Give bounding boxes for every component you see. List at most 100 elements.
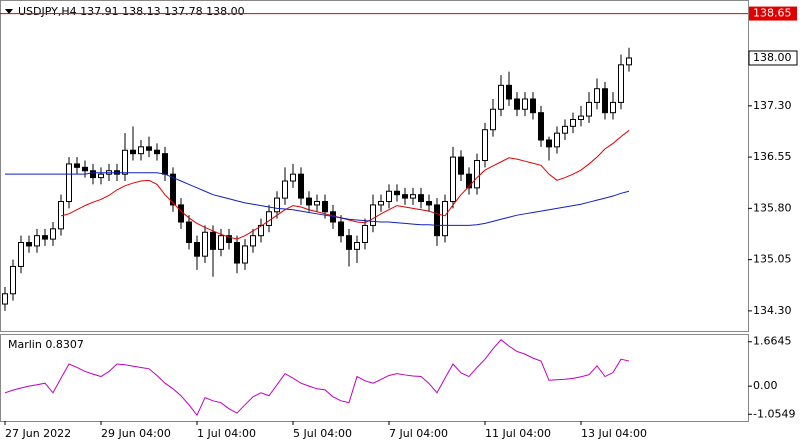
candle-body (122, 149, 128, 175)
candle-body (306, 197, 312, 206)
indicator-title: Marlin 0.8307 (8, 338, 84, 351)
candle-body (474, 160, 480, 189)
candle-body (298, 173, 304, 199)
candle-body (554, 132, 560, 148)
candle-body (250, 235, 256, 247)
candle-body (314, 201, 320, 206)
candle-body (138, 146, 144, 155)
candle-body (482, 129, 488, 162)
candle-body (50, 228, 56, 240)
candle-body (386, 190, 392, 203)
candle-body (170, 173, 176, 206)
x-tick-label: 5 Jul 04:00 (293, 427, 352, 440)
candle-body (10, 265, 16, 295)
candle-body (618, 64, 624, 103)
candle-body (130, 149, 136, 155)
x-tick-label: 27 Jun 2022 (5, 427, 71, 440)
candle-body (522, 98, 528, 110)
candle-body (490, 108, 496, 131)
candle-body (234, 242, 240, 264)
candle-body (410, 194, 416, 199)
x-tick-label: 13 Jul 04:00 (581, 427, 647, 440)
y-tick-label: 136.55 (753, 150, 792, 163)
candle-body (370, 204, 376, 226)
candle-body (434, 204, 440, 237)
candle-body (402, 194, 408, 199)
candle-body (514, 98, 520, 110)
candle-body (362, 224, 368, 244)
candle-body (338, 221, 344, 237)
candle-body (18, 242, 24, 267)
candle-body (282, 180, 288, 199)
candle-body (266, 211, 272, 226)
candle-body (74, 163, 80, 168)
candle-body (274, 197, 280, 213)
candle-body (442, 201, 448, 237)
candle-body (154, 149, 160, 155)
level-label-box (749, 6, 797, 21)
candle-body (194, 242, 200, 257)
candle-body (466, 173, 472, 189)
y-tick-label: 1.6645 (753, 335, 792, 348)
candle-body (626, 57, 632, 66)
candle-body (218, 235, 224, 250)
candle-body (186, 221, 192, 244)
candle-body (426, 201, 432, 206)
candle-body (146, 146, 152, 151)
line-series (4, 339, 630, 417)
candle-body (34, 235, 40, 247)
candle-body (82, 166, 88, 172)
candle-body (90, 170, 96, 179)
level-label: 138.65 (753, 7, 792, 20)
candle-body (202, 231, 208, 257)
candle-body (570, 119, 576, 127)
candle-body (66, 163, 72, 203)
y-tick-label: 134.30 (753, 304, 792, 317)
x-tick-label: 1 Jul 04:00 (197, 427, 256, 440)
candle-body (226, 235, 232, 244)
y-tick-label: 137.30 (753, 99, 792, 112)
candle-body (258, 224, 264, 237)
candle-body (98, 173, 104, 179)
candle-body (290, 173, 296, 182)
candle-body (394, 190, 400, 196)
price-label: 138.00 (753, 51, 792, 64)
candle-body (498, 84, 504, 110)
candle-body (562, 125, 568, 134)
y-tick-label: -1.0549 (753, 407, 795, 420)
x-tick-label: 11 Jul 04:00 (485, 427, 551, 440)
candle-body (26, 242, 32, 247)
candle-body (42, 235, 48, 240)
candle-body (506, 84, 512, 100)
candle-body (602, 88, 608, 114)
candle-body (546, 139, 552, 148)
candle-body (346, 235, 352, 250)
chart-title: USDJPY,H4 137.91 138.13 137.78 138.00 (18, 5, 245, 18)
candle-body (2, 293, 8, 305)
price-label-box (748, 50, 798, 66)
candle-body (178, 204, 184, 223)
candle-body (210, 231, 216, 250)
candle-body (530, 98, 536, 114)
x-tick-label: 7 Jul 04:00 (389, 427, 448, 440)
candle-body (610, 101, 616, 114)
candle-body (578, 115, 584, 121)
y-tick-label: 0.00 (753, 379, 778, 392)
candle-body (586, 101, 592, 117)
line-series (5, 172, 630, 226)
candle-body (418, 194, 424, 203)
y-tick-label: 135.05 (753, 253, 792, 266)
candle-body (162, 153, 168, 175)
candle-body (242, 245, 248, 264)
indicator-pane (0, 334, 749, 422)
candle-body (458, 156, 464, 175)
candle-body (538, 112, 544, 141)
candle-body (594, 88, 600, 103)
main-pane (0, 0, 749, 332)
x-tick-label: 29 Jun 04:00 (101, 427, 171, 440)
candle-body (378, 201, 384, 206)
candle-body (450, 156, 456, 203)
y-tick-label: 135.80 (753, 201, 792, 214)
